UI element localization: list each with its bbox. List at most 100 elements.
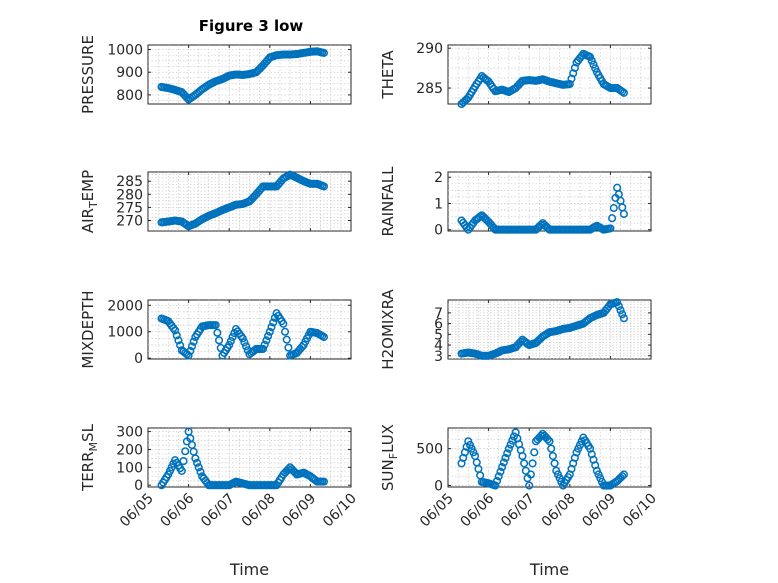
data-point xyxy=(503,449,512,458)
y-tick-label: 800 xyxy=(116,88,143,104)
data-point xyxy=(619,88,628,97)
data-point xyxy=(528,459,537,468)
data-point xyxy=(284,343,293,352)
y-tick-label: 290 xyxy=(416,41,443,57)
data-point xyxy=(184,351,193,360)
data-point xyxy=(608,214,617,223)
data-point xyxy=(319,182,328,191)
data-point xyxy=(618,310,627,319)
data-point xyxy=(181,447,190,456)
data-point xyxy=(196,467,205,476)
data-point xyxy=(211,321,220,330)
y-tick-label: 3 xyxy=(434,349,443,365)
data-point xyxy=(506,440,515,449)
data-point xyxy=(282,335,291,344)
data-point xyxy=(530,448,539,457)
data-point xyxy=(260,340,269,349)
data-point xyxy=(536,220,546,229)
data-point xyxy=(619,470,628,479)
y-axis-label: RAINFALL xyxy=(379,166,397,237)
data-point xyxy=(191,454,200,463)
data-point xyxy=(228,332,237,342)
data-point xyxy=(525,481,534,490)
y-tick-label: 4 xyxy=(434,338,443,354)
subplot-pressure: 800 900 1000 PRESSURE xyxy=(79,35,352,114)
y-tick-label: 1000 xyxy=(107,43,143,59)
data-point xyxy=(526,470,535,479)
series-points xyxy=(157,170,328,231)
y-tick-label: 1000 xyxy=(107,325,143,341)
data-point xyxy=(225,340,234,350)
data-point xyxy=(174,336,183,345)
data-point xyxy=(319,332,328,342)
data-point xyxy=(501,453,510,462)
data-point xyxy=(171,326,180,335)
y-tick-label: 200 xyxy=(116,442,143,458)
data-point xyxy=(587,56,596,65)
y-axis-label: H2OMIXRA xyxy=(379,289,397,370)
data-point xyxy=(504,444,513,453)
y-axis-label: THETA xyxy=(379,50,397,100)
data-point xyxy=(616,306,625,315)
series-points xyxy=(157,309,328,360)
data-point xyxy=(213,328,222,337)
data-point xyxy=(570,63,579,72)
y-tick-label: 5 xyxy=(434,327,443,343)
x-axis-label: Time xyxy=(229,560,269,579)
y-axis-label: PRESSURE xyxy=(79,35,97,114)
series-points xyxy=(457,298,628,360)
series-points xyxy=(157,47,328,104)
y-tick-label: 0 xyxy=(134,351,143,367)
data-point xyxy=(521,466,530,475)
y-tick-label: 6 xyxy=(434,317,443,333)
data-point xyxy=(279,319,288,328)
data-point xyxy=(516,337,525,346)
data-point xyxy=(565,80,574,89)
y-axis-label: MIXDEPTH xyxy=(79,290,97,368)
y-axis-label: TERRMSL xyxy=(79,423,100,492)
y-tick-label: 2 xyxy=(434,170,443,186)
data-point xyxy=(319,48,328,57)
data-point xyxy=(284,465,293,474)
data-point xyxy=(518,451,527,461)
y-axis-label: AIRTEMP xyxy=(79,170,100,233)
series-points xyxy=(457,183,628,234)
y-tick-label: 0 xyxy=(434,479,443,495)
data-point xyxy=(172,331,181,340)
y-axis-label: SUNFLUX xyxy=(379,424,400,491)
data-point xyxy=(498,463,507,472)
y-tick-label: 1 xyxy=(434,196,443,212)
data-point xyxy=(194,463,203,472)
data-point xyxy=(267,323,276,332)
y-tick-label: 280 xyxy=(116,187,143,203)
data-point xyxy=(548,451,557,461)
data-point xyxy=(269,318,278,327)
data-point xyxy=(258,344,268,353)
data-point xyxy=(567,74,576,83)
data-point xyxy=(619,314,628,323)
data-point xyxy=(491,481,500,490)
data-point xyxy=(215,336,224,345)
data-point xyxy=(319,477,328,486)
y-tick-label: 0 xyxy=(434,223,443,239)
y-tick-label: 270 xyxy=(116,214,143,230)
data-point xyxy=(520,459,529,468)
data-point xyxy=(591,64,600,73)
data-point xyxy=(536,431,546,440)
data-point xyxy=(265,327,274,336)
data-point xyxy=(242,342,251,351)
data-point xyxy=(614,302,623,311)
figure-title: Figure 3 low xyxy=(199,17,304,35)
data-point xyxy=(543,435,552,444)
y-tick-label: 2000 xyxy=(107,298,143,314)
data-point xyxy=(613,298,622,307)
data-point xyxy=(179,457,188,466)
x-axis-label: Time xyxy=(529,560,569,579)
data-point xyxy=(177,466,186,475)
data-point xyxy=(226,336,235,346)
data-point xyxy=(569,69,578,78)
data-point xyxy=(494,472,503,481)
